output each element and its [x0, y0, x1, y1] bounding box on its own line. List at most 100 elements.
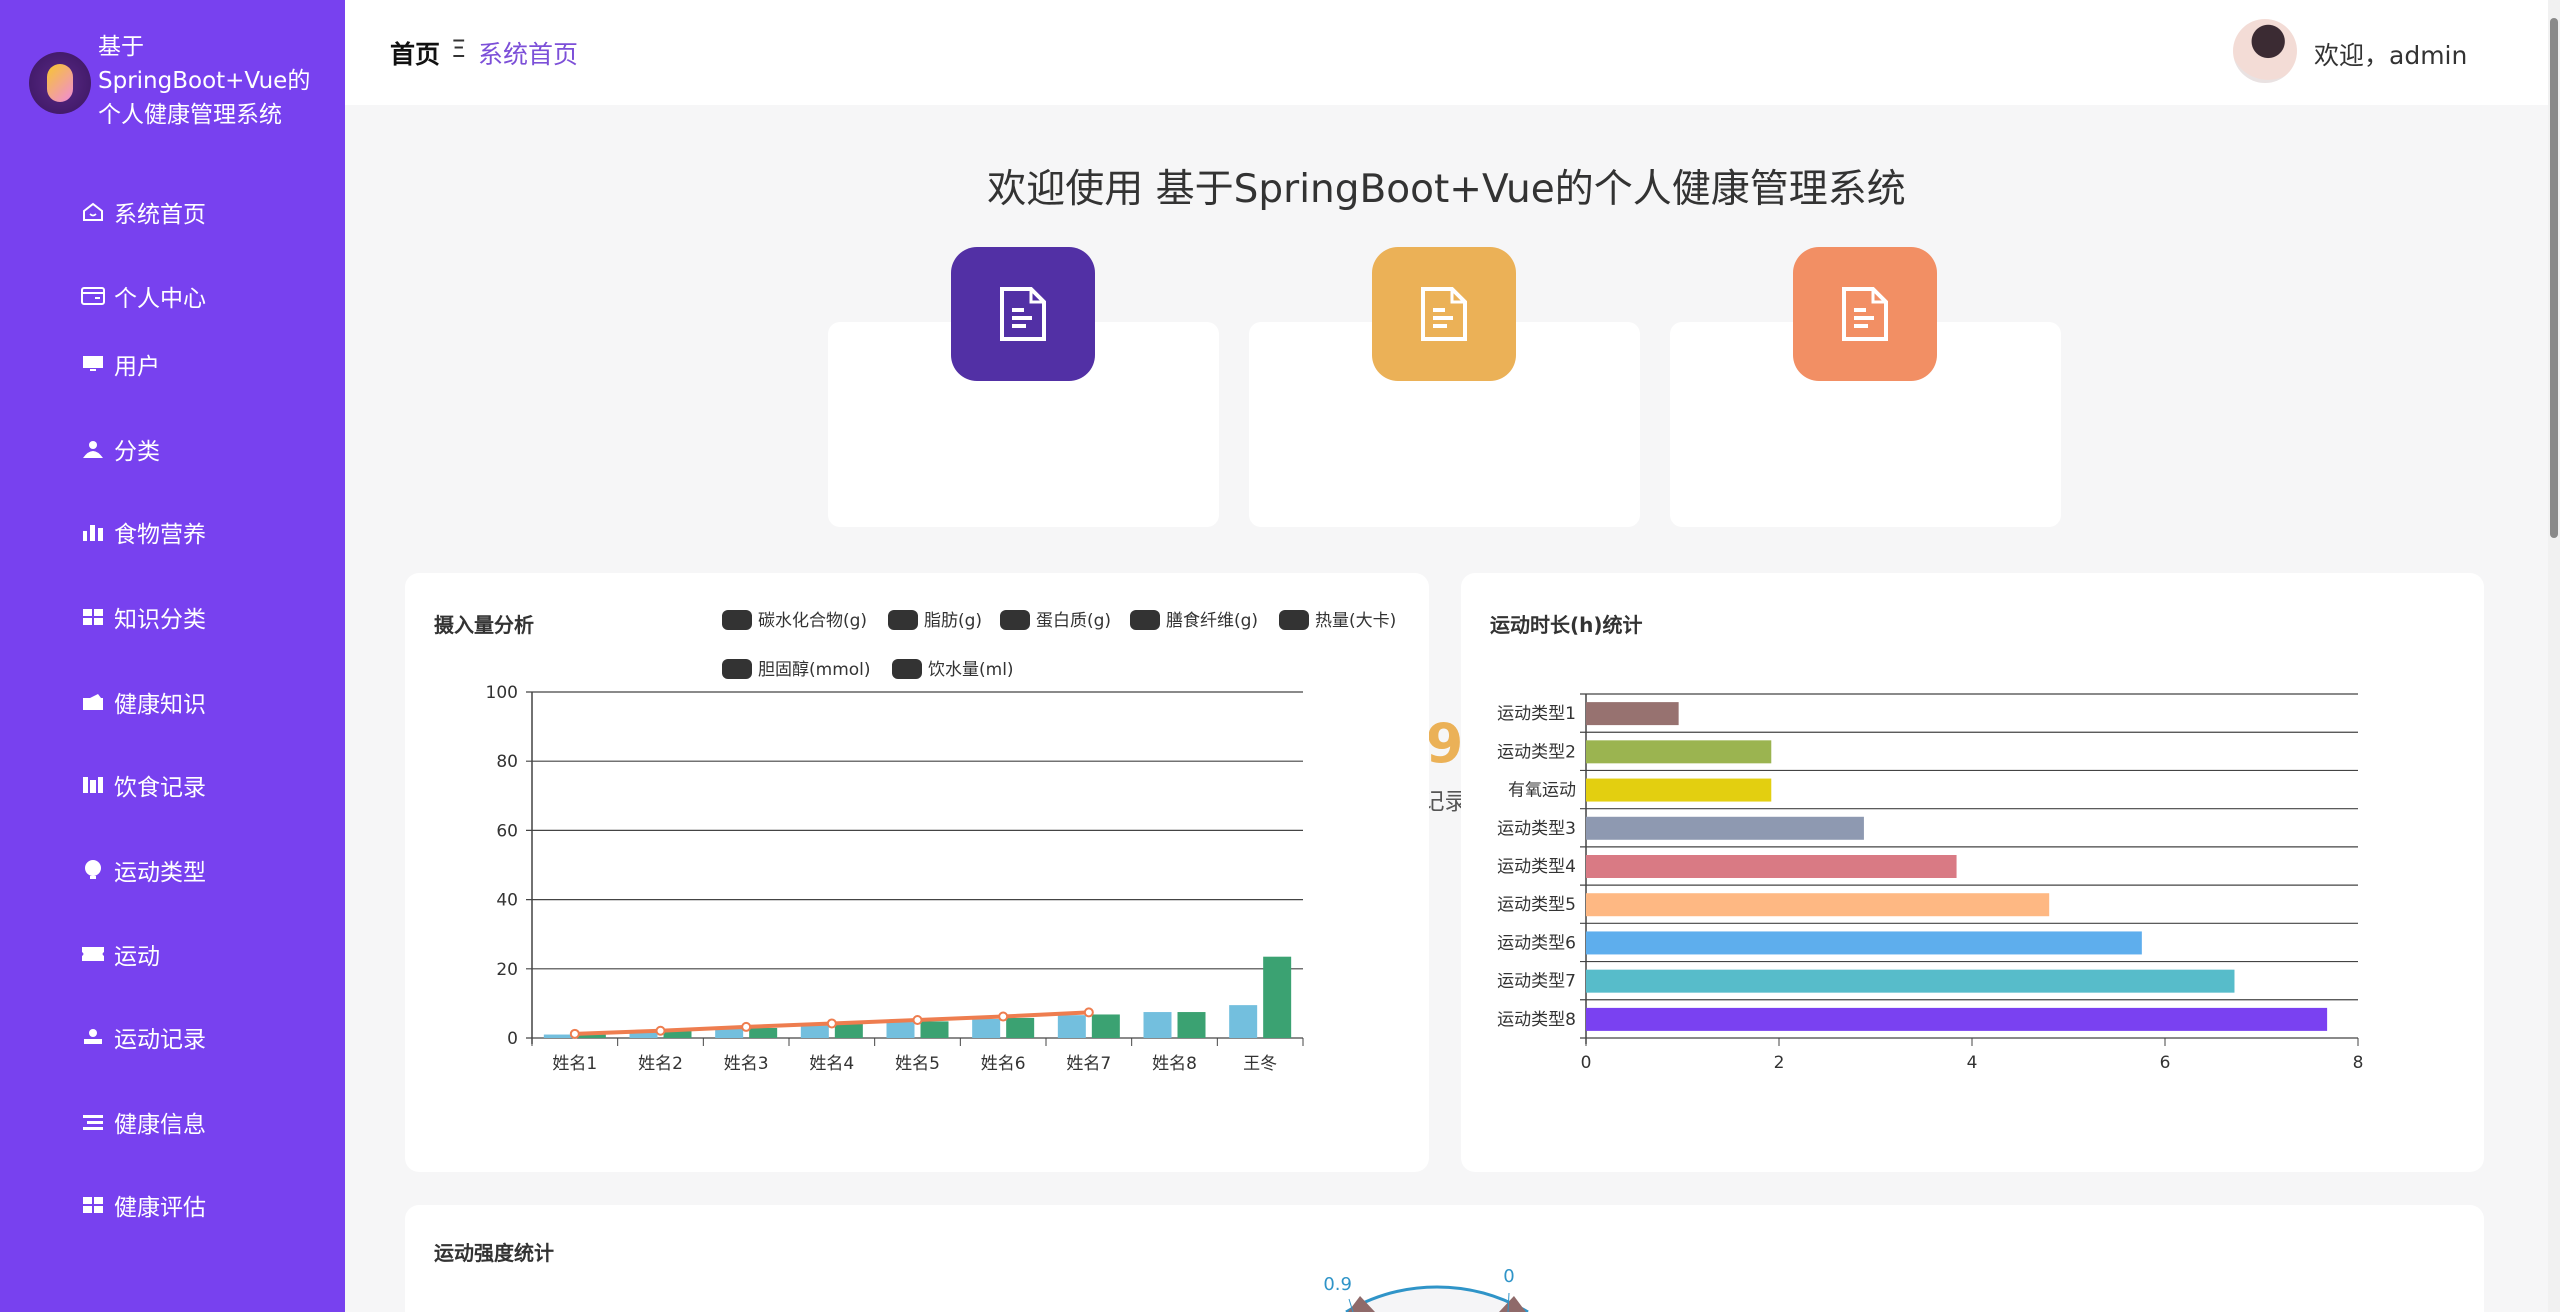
sidebar-item[interactable]: 食物营养: [80, 507, 206, 557]
y-tick-label: 运动类型8: [1497, 1010, 1576, 1030]
sidebar-item-label: 健康知识: [114, 692, 206, 718]
bar: [1586, 816, 1864, 840]
sidebar-item-label: 饮食记录: [114, 775, 206, 801]
y-tick-label: 运动类型2: [1497, 742, 1576, 762]
bar: [1586, 778, 1772, 802]
bulb-icon: [80, 859, 106, 881]
bar: [577, 1034, 606, 1038]
ticket-icon: [80, 943, 106, 965]
y-tick-label: 0: [507, 1029, 518, 1049]
app-title-line: 基于: [98, 34, 144, 60]
intensity-chart: 0.9 0: [1323, 1266, 1529, 1312]
home-icon: [80, 201, 106, 223]
sidebar-item-label: 系统首页: [114, 202, 206, 228]
y-tick-label: 运动类型7: [1497, 972, 1576, 992]
bar: [749, 1027, 778, 1038]
legend-item: 碳水化合物(g): [758, 611, 867, 631]
sidebar-item[interactable]: 运动类型: [80, 845, 206, 895]
y-tick-label: 运动类型1: [1497, 704, 1576, 724]
document-icon: [1000, 287, 1046, 341]
grid-icon: [80, 606, 106, 628]
line-point: [569, 1028, 580, 1039]
grid-icon: [80, 1194, 106, 1216]
sidebar-item[interactable]: 健康知识: [80, 677, 206, 727]
stamp-icon: [80, 1026, 106, 1048]
legend-swatch: [1000, 610, 1030, 630]
scrollbar-thumb[interactable]: [2550, 18, 2558, 538]
x-tick-label: 4: [1967, 1053, 1978, 1073]
sidebar-item[interactable]: 健康信息: [80, 1097, 206, 1147]
chart-title: 摄入量分析: [434, 613, 534, 637]
pie-slice: [1348, 1296, 1375, 1312]
document-icon: [1842, 287, 1888, 341]
sidebar-item[interactable]: 运动记录: [80, 1012, 206, 1062]
bar: [629, 1032, 658, 1038]
legend-swatch: [1279, 610, 1309, 630]
sidebar-item[interactable]: 分类: [80, 424, 160, 474]
sidebar-item[interactable]: 用户: [80, 339, 160, 389]
y-tick-label: 60: [496, 821, 518, 841]
line-point: [826, 1018, 837, 1029]
y-tick-label: 100: [486, 683, 518, 703]
breadcrumb-home[interactable]: 首页: [390, 40, 441, 69]
welcome-user[interactable]: 欢迎，admin: [2314, 41, 2468, 70]
sidebar-item-label: 运动类型: [114, 860, 206, 886]
sidebar-item[interactable]: 系统首页: [80, 187, 206, 237]
x-tick-label: 2: [1774, 1053, 1785, 1073]
sidebar-item[interactable]: 知识分类: [80, 592, 206, 642]
bar: [1006, 1017, 1035, 1038]
bar: [972, 1018, 1001, 1038]
bar: [543, 1034, 572, 1038]
sidebar-item-label: 用户: [114, 354, 160, 380]
line-point: [1083, 1007, 1094, 1018]
stat-value: 9: [1425, 712, 1464, 775]
line-point: [912, 1015, 923, 1026]
scrollbar[interactable]: [2548, 0, 2560, 1312]
pie-label: 0: [1503, 1266, 1514, 1287]
y-tick-label: 有氧运动: [1508, 781, 1576, 801]
breadcrumb-toggle-icon[interactable]: Ξ: [451, 35, 467, 63]
y-tick-label: 运动类型4: [1497, 857, 1576, 877]
legend-item: 蛋白质(g): [1036, 611, 1111, 631]
pie-outline: [1345, 1285, 1529, 1312]
x-tick-label: 姓名6: [981, 1054, 1026, 1074]
wallet-icon: [80, 285, 106, 307]
bar: [1586, 1007, 2328, 1031]
x-tick-label: 8: [2353, 1053, 2364, 1073]
legend-item: 饮水量(ml): [928, 660, 1014, 680]
legend-item: 脂肪(g): [924, 611, 982, 631]
x-tick-label: 姓名2: [638, 1054, 683, 1074]
line-point: [741, 1021, 752, 1032]
intake-chart-panel: 摄入量分析 0 20 40 60 80 100 姓名1 姓名2 姓名3 姓名4 姓名5 姓名6 姓名7 姓…: [405, 573, 1429, 1172]
x-tick-label: 姓名4: [809, 1054, 854, 1074]
x-tick-label: 姓名5: [895, 1054, 940, 1074]
duration-chart-panel: 运动时长(h)统计 运动类型1 运动类型2 有氧运动 运动类型3 运动类型4 运动类型5 运…: [1461, 573, 2484, 1172]
bar: [834, 1023, 863, 1038]
label-line: [1507, 1292, 1510, 1312]
sidebar-item[interactable]: 运动: [80, 929, 160, 979]
sidebar-item-label: 健康评估: [114, 1195, 206, 1221]
sidebar-item[interactable]: 饮食记录: [80, 760, 206, 810]
bar: [1586, 855, 1957, 878]
chart-title: 运动强度统计: [434, 1241, 554, 1265]
x-tick-label: 姓名8: [1152, 1054, 1197, 1074]
user-icon: [80, 438, 106, 460]
sidebar-item[interactable]: 个人中心: [80, 271, 206, 321]
bar: [1263, 956, 1292, 1038]
app-logo: [29, 52, 91, 114]
stat-icon-box: [1793, 247, 1937, 381]
sidebar-item-label: 运动记录: [114, 1027, 206, 1053]
sidebar-item-label: 食物营养: [114, 522, 206, 548]
chart-title: 运动时长(h)统计: [1490, 613, 1643, 637]
avatar[interactable]: [2233, 19, 2297, 83]
document-icon: [1421, 287, 1467, 341]
sidebar: 基于 SpringBoot+Vue的 个人健康管理系统 系统首页 个人中心 用户 分类…: [0, 0, 345, 1312]
intake-chart: 0 20 40 60 80 100 姓名1 姓名2 姓名3 姓名4 姓名5 姓名6 姓名7 姓名8 王冬 碳水…: [486, 610, 1396, 1074]
bar: [663, 1031, 692, 1038]
sidebar-item[interactable]: 健康评估: [80, 1180, 206, 1230]
sidebar-item-label: 运动: [114, 944, 160, 970]
bar: [715, 1029, 744, 1038]
sidebar-item-label: 健康信息: [114, 1112, 206, 1138]
sidebar-item-label: 知识分类: [114, 607, 206, 633]
